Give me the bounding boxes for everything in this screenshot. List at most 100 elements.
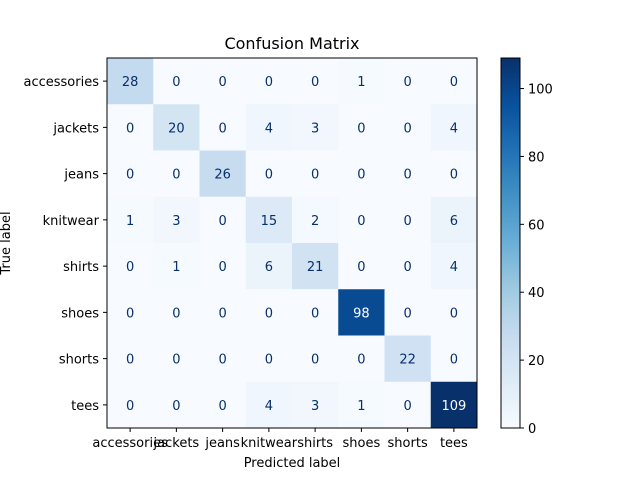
cell-value-label: 0 (265, 75, 273, 90)
heatmap-cell (199, 58, 247, 105)
heatmap-cell (338, 381, 385, 429)
heatmap-cell (245, 58, 293, 105)
cell-value-label: 0 (218, 75, 226, 90)
heatmap-cell (384, 335, 432, 383)
y-tick-label: accessories (24, 75, 100, 90)
heatmap-cell (107, 289, 154, 336)
heatmap-cell (107, 243, 154, 290)
cell-value-label: 4 (450, 260, 458, 275)
heatmap-cell (199, 196, 247, 244)
cell-value-label: 0 (311, 353, 319, 368)
heatmap-cell (245, 335, 293, 383)
heatmap-cell (292, 381, 339, 429)
cell-value-label: 0 (403, 75, 411, 90)
heatmap-cell (384, 150, 432, 198)
cell-value-label: 0 (311, 168, 319, 183)
heatmap-cell (245, 104, 293, 151)
heatmap-cell (292, 58, 339, 105)
y-tick-label: shorts (59, 353, 99, 368)
x-axis-label: Predicted label (244, 456, 341, 471)
heatmap-cell (292, 243, 339, 290)
heatmap-cell (153, 243, 200, 290)
colorbar (500, 57, 521, 429)
heatmap-cell (107, 335, 154, 383)
cell-value-label: 0 (265, 353, 273, 368)
heatmap-cell (199, 243, 247, 290)
heatmap-cell (107, 104, 154, 151)
heatmap-cell (245, 243, 293, 290)
cell-value-label: 0 (218, 399, 226, 414)
cell-value-label: 0 (357, 214, 365, 229)
heatmap-cell (199, 104, 247, 151)
cell-value-label: 0 (172, 306, 180, 321)
cell-value-label: 4 (450, 121, 458, 136)
heatmap-cell (338, 150, 385, 198)
heatmap-cell (199, 381, 247, 429)
heatmap-cell (107, 381, 154, 429)
heatmap-cell (245, 150, 293, 198)
y-tick-label: knitwear (43, 214, 100, 229)
cell-value-label: 0 (311, 75, 319, 90)
heatmap-cell (153, 150, 200, 198)
cell-value-label: 0 (403, 306, 411, 321)
cell-value-label: 0 (126, 306, 134, 321)
cell-value-label: 0 (172, 168, 180, 183)
heatmap-cell-labels: 28 0 0 0 0 1 0 00 20 0 4 3 0 0 40 0 26 0 0 0 0 01 3 0 15 2 0 0 60 1 0 6… (122, 75, 466, 414)
cell-value-label: 0 (218, 260, 226, 275)
heatmap-cell (430, 150, 478, 198)
cell-value-label: 0 (126, 260, 134, 275)
heatmap-cell (430, 196, 478, 244)
heatmap-cell (338, 104, 385, 151)
x-tick-label: jeans (204, 436, 240, 451)
cell-value-label: 3 (172, 214, 180, 229)
heatmap-cell (338, 58, 385, 105)
heatmap-cell (153, 104, 200, 151)
heatmap-cell (107, 196, 154, 244)
cell-value-label: 28 (122, 75, 139, 90)
x-tick-label: shirts (297, 436, 333, 451)
cell-value-label: 0 (403, 214, 411, 229)
colorbar-tick-label: 40 (528, 286, 545, 301)
cell-value-label: 0 (357, 353, 365, 368)
heatmap-cell (430, 289, 478, 336)
cell-value-label: 3 (311, 121, 319, 136)
heatmap-cell (384, 289, 432, 336)
y-axis-label: True label (0, 211, 14, 275)
cell-value-label: 1 (357, 75, 365, 90)
y-tick-label: tees (71, 399, 99, 414)
cell-value-label: 1 (126, 214, 134, 229)
y-axis-ticks: accessories jackets jeans knitwear shirts sho… (24, 75, 107, 414)
cell-value-label: 0 (450, 306, 458, 321)
cell-value-label: 98 (353, 306, 370, 321)
heatmap-cell (384, 381, 432, 429)
cell-value-label: 0 (403, 260, 411, 275)
cell-value-label: 0 (357, 168, 365, 183)
x-tick-label: shoes (343, 436, 381, 451)
heatmap-cell (107, 150, 154, 198)
x-tick-label: accessories (92, 436, 168, 451)
colorbar-tick-label: 80 (528, 150, 545, 165)
cell-value-label: 4 (265, 121, 273, 136)
heatmap-cell (430, 104, 478, 151)
cell-value-label: 0 (450, 168, 458, 183)
cell-value-label: 3 (311, 399, 319, 414)
cell-value-label: 15 (261, 214, 278, 229)
y-tick-label: shoes (61, 306, 99, 321)
cell-value-label: 0 (403, 399, 411, 414)
heatmap-cell (430, 335, 478, 383)
heatmap-cell (153, 381, 200, 429)
cell-value-label: 6 (450, 214, 458, 229)
heatmap-cell (338, 289, 385, 336)
cell-value-label: 0 (172, 75, 180, 90)
cell-value-label: 21 (307, 260, 324, 275)
cell-value-label: 0 (218, 353, 226, 368)
plot-frame (106, 57, 478, 429)
colorbar-tick-label: 60 (528, 218, 545, 233)
cell-value-label: 0 (265, 306, 273, 321)
cell-value-label: 2 (311, 214, 319, 229)
colorbar-tick-label: 20 (528, 354, 545, 369)
heatmap-cell (292, 150, 339, 198)
heatmap-cells (107, 58, 478, 429)
heatmap-cell (153, 196, 200, 244)
